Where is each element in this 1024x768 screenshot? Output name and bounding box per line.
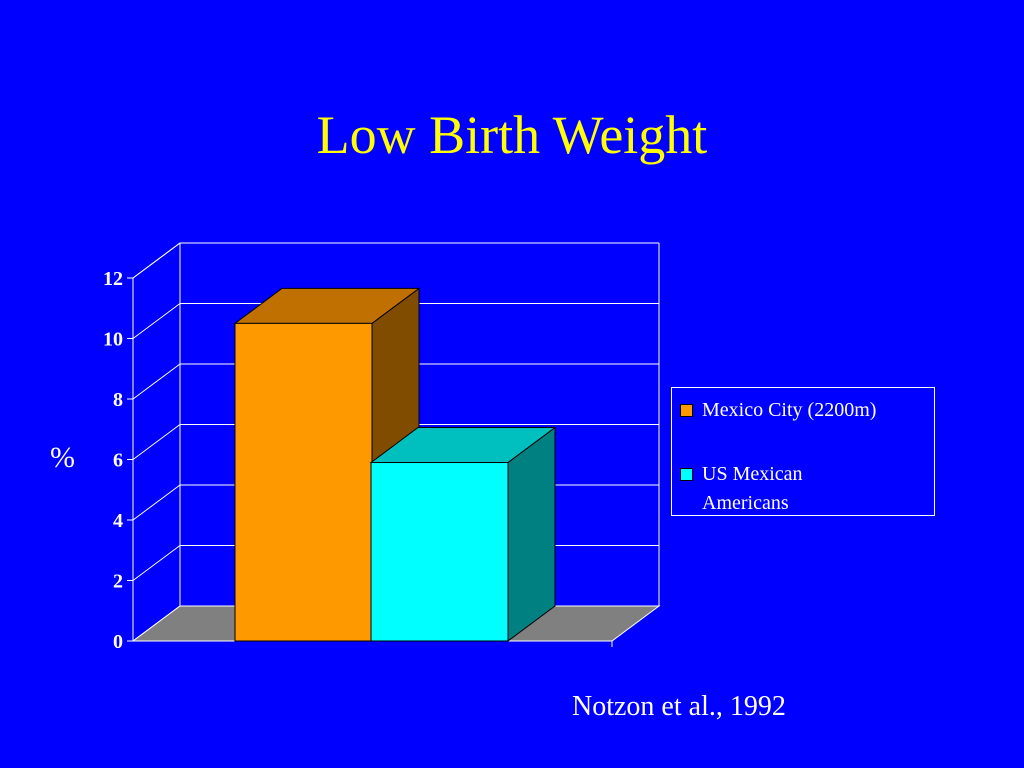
y-tick-label-2: 2 xyxy=(113,571,123,593)
legend-label-us-mexican-americans-line1: US Mexican xyxy=(702,463,803,485)
gridline-side-4 xyxy=(132,484,181,521)
y-tick-label-6: 6 xyxy=(113,450,123,472)
y-tick-label-4: 4 xyxy=(113,510,123,532)
legend-swatch-mexico-city xyxy=(680,404,693,417)
y-tick-label-10: 10 xyxy=(103,329,123,351)
legend-label-us-mexican-americans-line2: Americans xyxy=(702,492,789,514)
y-tick-label-12: 12 xyxy=(103,268,123,290)
gridline-side-8 xyxy=(132,363,181,400)
bar-us-mexican-americans xyxy=(370,462,509,642)
bar-mexico-city xyxy=(234,322,373,642)
legend-label-mexico-city: Mexico City (2200m) xyxy=(702,399,877,421)
slide-title: Low Birth Weight xyxy=(316,105,708,165)
gridline-side-10 xyxy=(132,303,181,339)
bar-us-mexican-americans-side xyxy=(507,426,556,642)
legend-swatch-us-mexican-americans xyxy=(680,468,693,481)
y-tick-label-8: 8 xyxy=(113,389,123,411)
chart-legend: Mexico City (2200m) US Mexican Americans xyxy=(671,387,935,516)
gridline-side-2 xyxy=(132,545,181,581)
source-citation: Notzon et al., 1992 xyxy=(572,691,786,722)
y-tick-label-0: 0 xyxy=(113,631,123,653)
side-wall-top-edge xyxy=(132,242,181,279)
y-axis-label: % xyxy=(50,441,75,474)
gridline-side-6 xyxy=(132,424,181,460)
